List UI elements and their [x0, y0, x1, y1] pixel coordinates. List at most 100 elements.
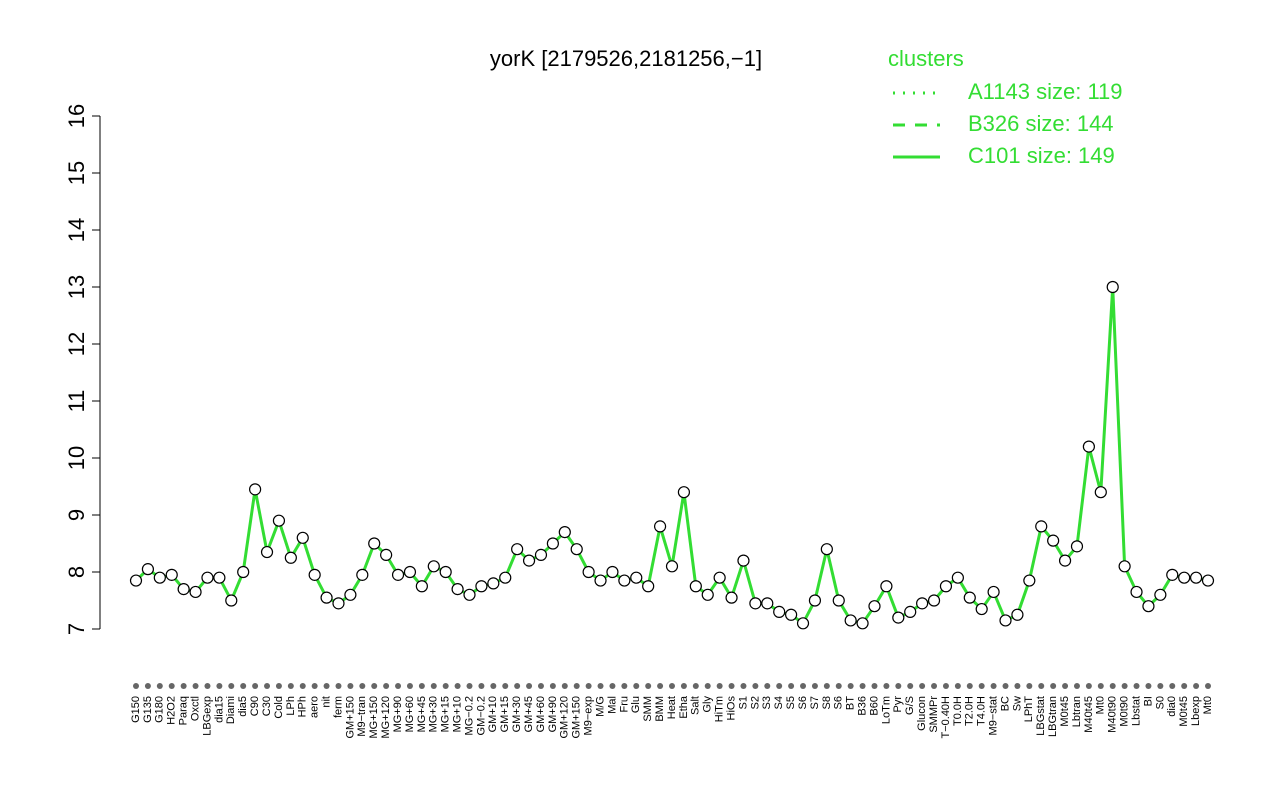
x-tick-label: S4	[773, 696, 785, 709]
x-tick-label: G180	[154, 696, 166, 723]
rug-dot	[823, 683, 830, 689]
x-tick-label: Glucon	[916, 696, 928, 731]
rug-dot	[252, 683, 259, 689]
rug-dot	[704, 683, 711, 689]
rug-dot	[168, 683, 175, 689]
rug-dot	[907, 683, 914, 689]
data-point	[737, 554, 750, 567]
y-tick-label: 12	[64, 332, 89, 356]
data-point	[856, 617, 869, 630]
x-tick-label: M40t45	[1083, 696, 1095, 733]
data-point	[1142, 600, 1155, 613]
data-point	[892, 611, 905, 624]
rug-dot	[418, 683, 425, 689]
series-line	[134, 286, 1209, 626]
rug-dot	[561, 683, 568, 689]
rug-dot	[645, 683, 652, 689]
x-tick-label: Glu	[630, 696, 642, 713]
data-point	[380, 548, 393, 562]
data-point	[618, 574, 631, 587]
data-point	[689, 580, 702, 593]
rug-dot	[990, 683, 997, 689]
x-tick-label: Lbstat	[1130, 696, 1142, 726]
data-point	[284, 551, 297, 564]
rug-dot	[502, 683, 509, 689]
x-tick-label: GM+10	[487, 696, 499, 732]
y-tick-label: 7	[64, 623, 89, 635]
rug-dot	[1109, 683, 1116, 689]
rug-dot	[1002, 683, 1009, 689]
x-tick-label: Diami	[225, 696, 237, 724]
x-tick-label: GM+60	[535, 696, 547, 732]
x-tick-label: C90	[249, 696, 261, 716]
data-point	[177, 582, 190, 596]
rug-dot	[1145, 683, 1152, 689]
x-tick-label: MG+15	[440, 696, 452, 732]
x-tick-label: LBGexp	[201, 696, 213, 736]
x-tick-label: T0.0H	[952, 696, 964, 726]
x-tick-label: HiOs	[725, 696, 737, 721]
legend-label: B326 size: 144	[968, 111, 1114, 136]
data-point	[225, 594, 238, 607]
rug-dot	[1205, 683, 1211, 689]
rug-dot	[573, 683, 580, 689]
data-point	[796, 617, 810, 630]
data-point	[582, 565, 595, 579]
data-point	[1082, 440, 1095, 453]
data-point	[999, 614, 1012, 627]
x-tick-label: dia5	[237, 696, 249, 717]
rug-dot	[835, 683, 842, 689]
data-point	[868, 600, 881, 613]
data-point	[475, 580, 488, 593]
data-point	[963, 591, 976, 604]
x-tick-label: M0t45	[1178, 696, 1190, 727]
x-tick-label: M9−stat	[988, 696, 1000, 735]
rug-dot	[359, 683, 366, 689]
data-point	[260, 545, 274, 559]
rug-dot	[156, 683, 163, 689]
data-point	[642, 580, 655, 593]
rug-dot	[1133, 683, 1140, 689]
x-tick-label: C30	[261, 696, 273, 716]
data-point	[153, 571, 166, 584]
x-tick-label: M0t45	[1059, 696, 1071, 727]
rug-dot	[442, 683, 449, 689]
data-point	[808, 594, 822, 607]
data-point	[296, 531, 309, 544]
rug-dot	[669, 683, 675, 689]
rug-dot	[1121, 683, 1128, 689]
x-tick-label: SMM	[642, 696, 654, 722]
x-tick-label: ferm	[332, 696, 344, 718]
data-point	[1106, 280, 1119, 294]
x-tick-label: Fru	[618, 696, 630, 713]
rug-dot	[1062, 683, 1069, 689]
rug-dot	[514, 683, 521, 689]
rug-dot	[728, 683, 735, 689]
data-point	[630, 571, 643, 584]
y-tick-label: 11	[64, 390, 89, 413]
y-tick-label: 14	[64, 218, 89, 242]
x-tick-label: Lbexp	[1190, 696, 1202, 726]
data-point	[1094, 486, 1107, 499]
data-point	[439, 565, 452, 579]
data-point	[1023, 574, 1036, 587]
data-point	[451, 582, 464, 596]
rug-dot	[788, 683, 795, 689]
rug-dot	[549, 683, 556, 689]
rug-dot	[1157, 683, 1164, 689]
rug-dot	[323, 683, 330, 689]
rug-dot	[621, 683, 628, 689]
data-point	[463, 588, 476, 601]
data-point	[725, 591, 738, 604]
legend-label: C101 size: 149	[968, 143, 1115, 168]
rug-dot	[240, 683, 247, 689]
rug-dot	[311, 683, 318, 689]
data-point	[713, 571, 726, 584]
data-point	[391, 568, 405, 581]
data-point	[356, 568, 369, 581]
data-point	[308, 568, 321, 581]
x-tick-label: T2.0H	[964, 696, 976, 726]
rug-dot	[133, 683, 139, 689]
x-tick-label: GM+90	[547, 696, 559, 732]
